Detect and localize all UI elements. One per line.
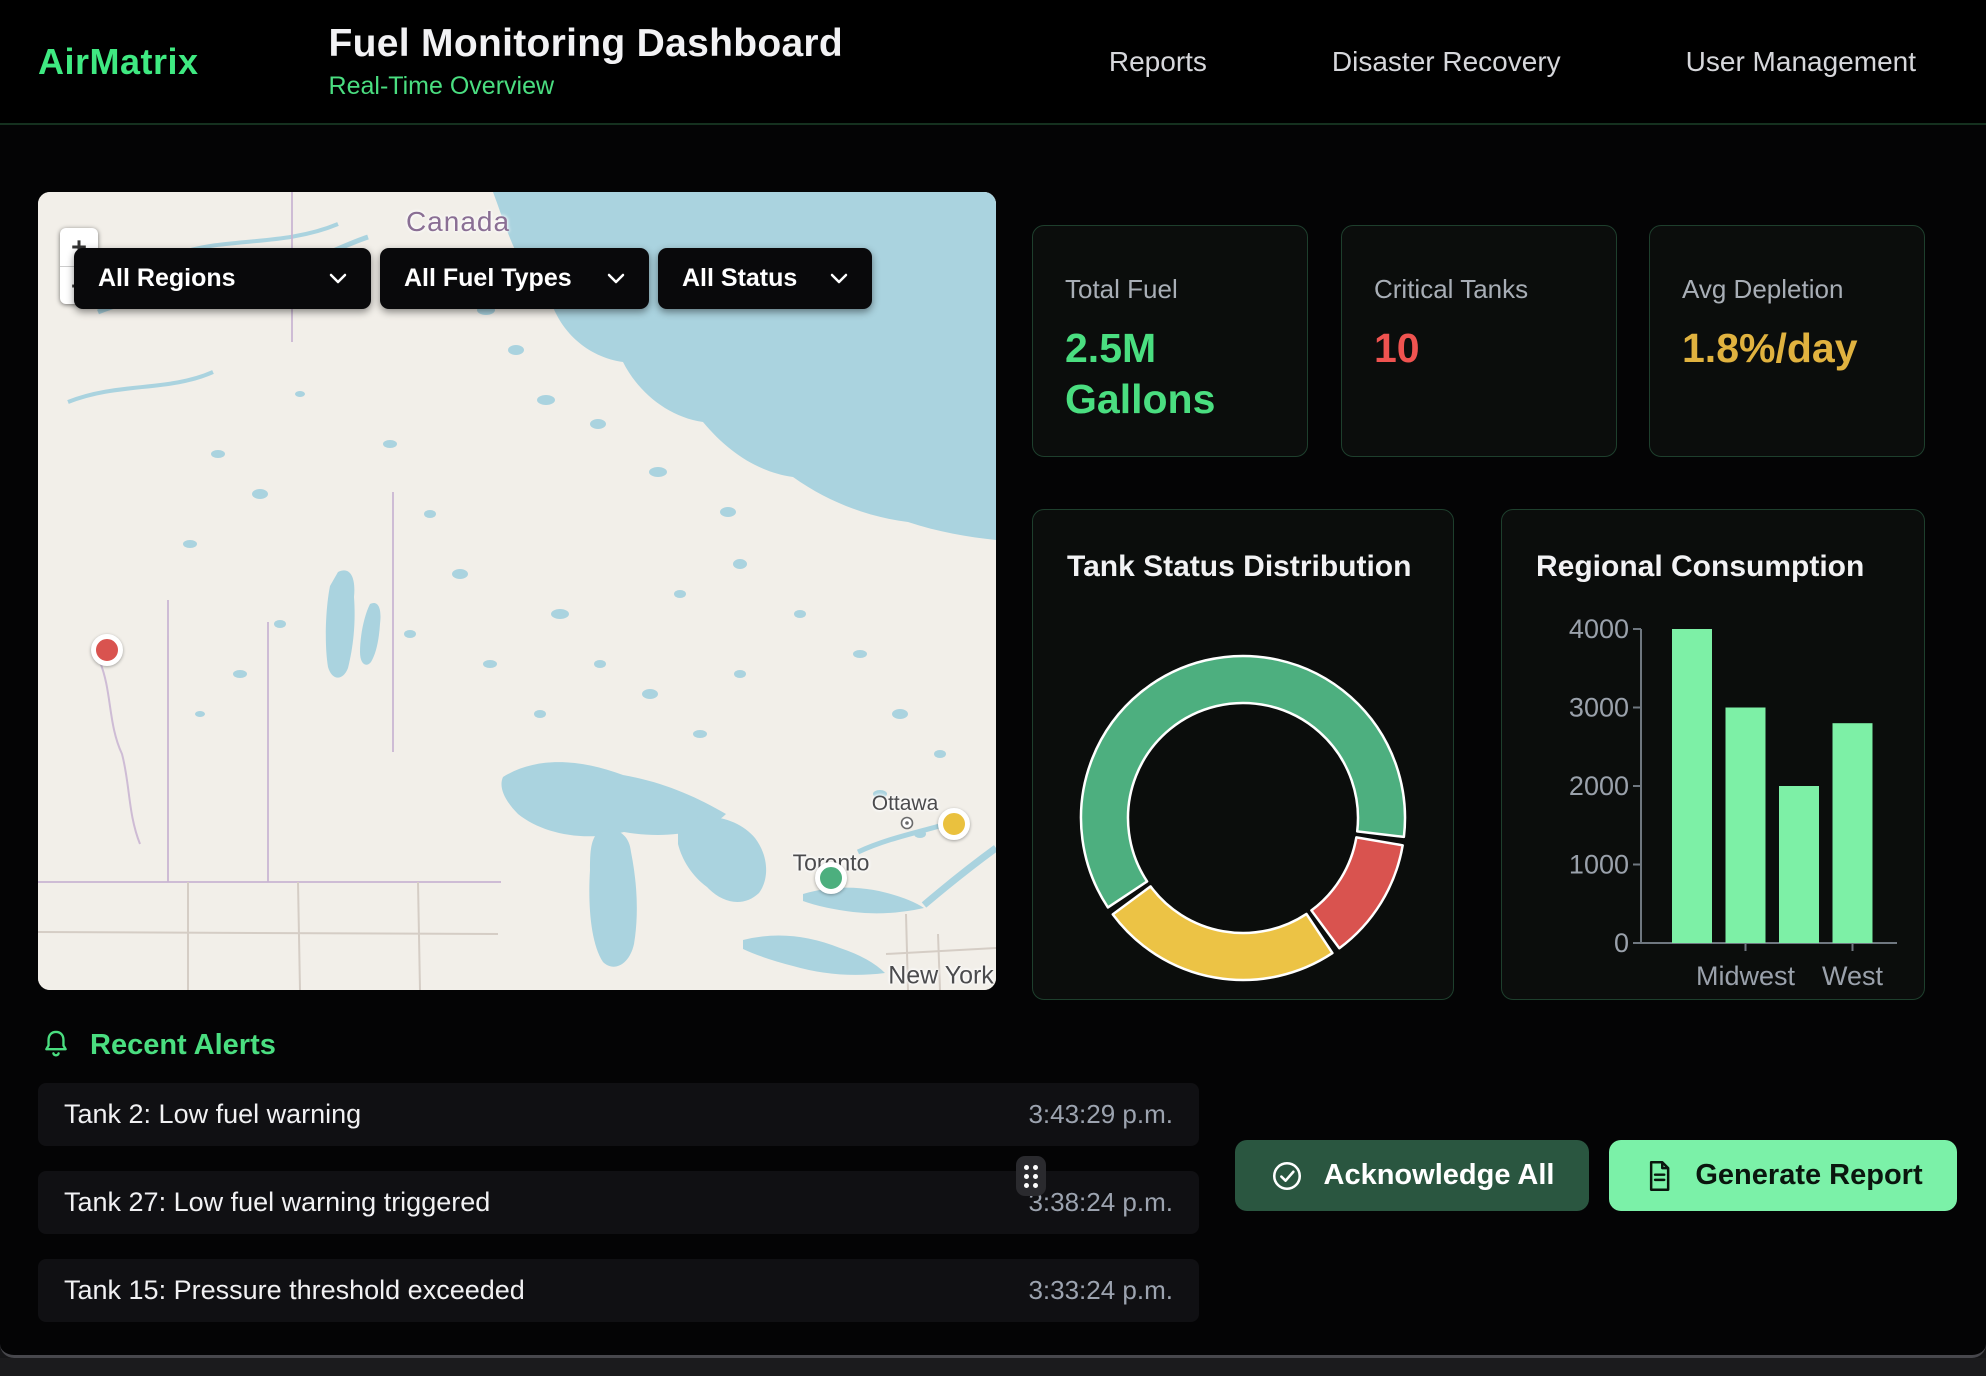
stat-label: Avg Depletion — [1682, 274, 1892, 305]
bar — [1726, 708, 1766, 944]
town-circle-icon — [900, 816, 914, 830]
header: AirMatrix Fuel Monitoring Dashboard Real… — [0, 0, 1986, 125]
chevron-down-icon — [329, 273, 347, 284]
nav-item-reports[interactable]: Reports — [1109, 46, 1207, 78]
map-filter-bar: All Regions All Fuel Types All Status — [74, 248, 872, 309]
check-circle-icon — [1270, 1159, 1304, 1193]
nav-item-disaster-recovery[interactable]: Disaster Recovery — [1332, 46, 1561, 78]
bell-icon — [40, 1028, 72, 1062]
map-overlay-layer: Canada OttawaTorontoNew York — [38, 192, 996, 990]
acknowledge-all-label: Acknowledge All — [1324, 1159, 1555, 1192]
city-label: Ottawa — [872, 792, 939, 816]
fuel-map[interactable]: Canada OttawaTorontoNew York + − All Reg… — [38, 192, 996, 990]
alert-text: Tank 27: Low fuel warning triggered — [64, 1187, 490, 1218]
y-tick-label: 4000 — [1569, 614, 1629, 644]
title-block: Fuel Monitoring Dashboard Real-Time Over… — [329, 22, 843, 101]
page-title: Fuel Monitoring Dashboard — [329, 22, 843, 66]
acknowledge-all-button[interactable]: Acknowledge All — [1235, 1140, 1589, 1211]
tank-marker-normal[interactable] — [815, 862, 847, 894]
stat-value: 2.5M Gallons — [1065, 323, 1275, 426]
document-icon — [1643, 1159, 1675, 1193]
bar — [1672, 629, 1712, 943]
generate-report-button[interactable]: Generate Report — [1609, 1140, 1957, 1211]
chart-title: Tank Status Distribution — [1067, 550, 1411, 584]
stat-value: 10 — [1374, 323, 1584, 374]
alert-text: Tank 15: Pressure threshold exceeded — [64, 1275, 525, 1306]
fuel-type-filter-value: All Fuel Types — [404, 264, 572, 293]
recent-alerts-header: Recent Alerts — [40, 1028, 276, 1062]
tank-status-distribution-card: Tank Status Distribution — [1032, 509, 1454, 1000]
dashboard-window: AirMatrix Fuel Monitoring Dashboard Real… — [0, 0, 1986, 1358]
donut-segment-warning — [1113, 886, 1333, 980]
alert-time: 3:43:29 p.m. — [1028, 1099, 1173, 1130]
stat-card-critical-tanks: Critical Tanks 10 — [1341, 225, 1617, 457]
alert-row[interactable]: Tank 2: Low fuel warning 3:43:29 p.m. — [38, 1083, 1199, 1146]
main-nav: Reports Disaster Recovery User Managemen… — [1109, 46, 1916, 78]
regional-consumption-card: Regional Consumption 0 1000 2000 3000 4000 Mi… — [1501, 509, 1925, 1000]
y-tick-label: 2000 — [1569, 771, 1629, 801]
stat-card-avg-depletion: Avg Depletion 1.8%/day — [1649, 225, 1925, 457]
map-drag-handle-icon[interactable] — [1016, 1156, 1046, 1196]
stat-label: Total Fuel — [1065, 274, 1275, 305]
bar — [1779, 786, 1819, 943]
region-filter-value: All Regions — [98, 264, 236, 293]
region-filter-dropdown[interactable]: All Regions — [74, 248, 371, 309]
recent-alerts-title: Recent Alerts — [90, 1029, 276, 1062]
status-filter-value: All Status — [682, 264, 797, 293]
alert-text: Tank 2: Low fuel warning — [64, 1099, 361, 1130]
alert-time: 3:38:24 p.m. — [1028, 1187, 1173, 1218]
fuel-type-filter-dropdown[interactable]: All Fuel Types — [380, 248, 649, 309]
stat-value: 1.8%/day — [1682, 323, 1892, 374]
y-tick-label: 3000 — [1569, 693, 1629, 723]
generate-report-label: Generate Report — [1695, 1159, 1922, 1192]
page-subtitle: Real-Time Overview — [329, 72, 843, 101]
y-tick-label: 0 — [1614, 928, 1629, 958]
alert-row[interactable]: Tank 15: Pressure threshold exceeded 3:3… — [38, 1259, 1199, 1322]
bar — [1833, 723, 1873, 943]
tank-marker-warning[interactable] — [938, 808, 970, 840]
y-tick-label: 1000 — [1569, 850, 1629, 880]
tank-marker-critical[interactable] — [91, 634, 123, 666]
chevron-down-icon — [830, 273, 848, 284]
map-country-label: Canada — [406, 206, 510, 238]
stat-label: Critical Tanks — [1374, 274, 1584, 305]
x-tick-label: Midwest — [1696, 961, 1796, 991]
chart-title: Regional Consumption — [1536, 550, 1864, 584]
brand-logo: AirMatrix — [38, 41, 199, 83]
city-label: New York — [888, 962, 994, 991]
window-bottom-strip — [0, 1358, 1986, 1376]
alert-time: 3:33:24 p.m. — [1028, 1275, 1173, 1306]
stat-card-total-fuel: Total Fuel 2.5M Gallons — [1032, 225, 1308, 457]
chevron-down-icon — [607, 273, 625, 284]
x-tick-label: West — [1822, 961, 1884, 991]
nav-item-user-management[interactable]: User Management — [1686, 46, 1916, 78]
donut-segment-critical — [1311, 837, 1402, 948]
status-filter-dropdown[interactable]: All Status — [658, 248, 872, 309]
